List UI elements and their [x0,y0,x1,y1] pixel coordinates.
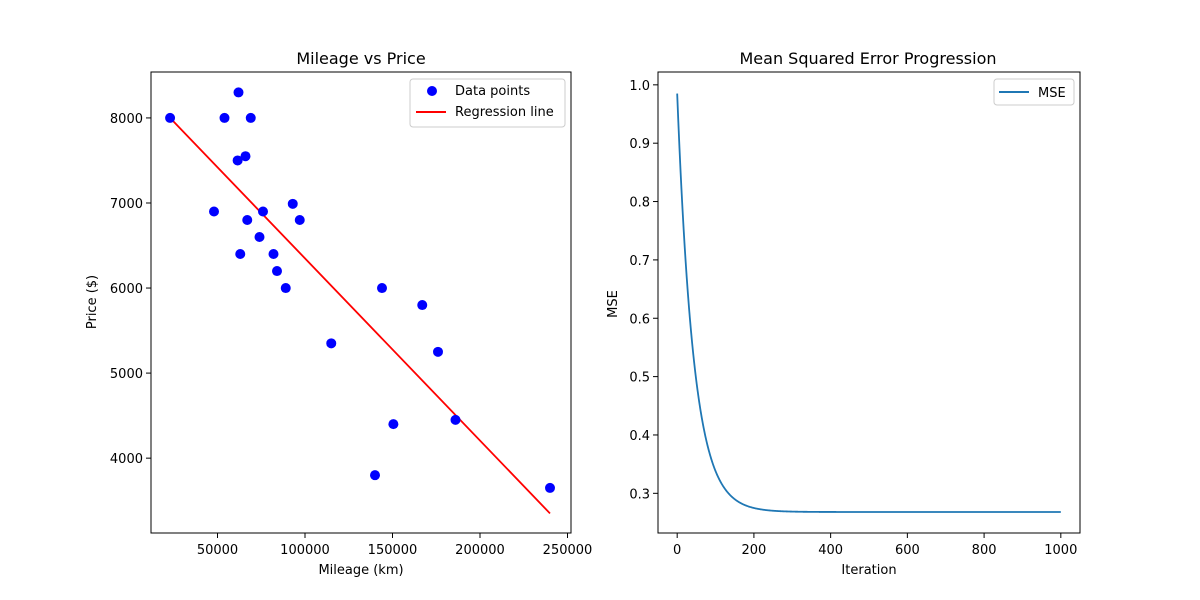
x-axis-label: Iteration [841,563,896,578]
data-point [326,338,337,349]
x-tick-label: 150000 [368,543,418,558]
x-tick-label: 50000 [197,543,238,558]
y-tick-label: 8000 [110,112,143,127]
axes-frame [150,71,572,534]
data-point [450,414,461,425]
x-tick-label: 600 [895,543,920,558]
data-point [433,346,443,357]
legend-label-data-points: Data points [455,84,530,99]
legend-marker-data-points [427,86,437,96]
data-point [240,151,251,162]
data-point [209,206,219,217]
data-point [280,283,291,294]
mse-series-line [676,93,1061,513]
data-point [245,112,256,123]
legend: MSE [993,78,1075,106]
data-point [254,232,265,243]
y-axis-label: MSE [606,290,621,318]
y-tick-label: 0.9 [629,137,650,152]
y-axis-label: Price ($) [85,275,100,329]
data-point [370,470,380,481]
x-tick-label: 200000 [455,543,505,558]
mileage-price-chart: Mileage vs Price 50000 100000 150000 200000… [85,49,592,578]
data-point [545,482,555,493]
data-point [165,112,176,123]
x-axis-label: Mileage (km) [318,563,403,578]
x-tick-label: 100000 [280,543,330,558]
legend-frame [993,78,1075,106]
y-tick-label: 0.5 [629,371,650,386]
data-point [233,87,244,98]
y-tick-label: 0.4 [629,429,650,444]
x-tick-label: 1000 [1044,543,1077,558]
plot-area [165,87,555,515]
data-point [417,300,428,311]
data-point [377,283,387,294]
x-tick-label: 200 [741,543,766,558]
y-tick-label: 0.6 [629,312,650,327]
y-tick-label: 5000 [110,367,143,382]
data-point [232,155,243,166]
axis-ticks: 50000 100000 150000 200000 250000 4000 5000 600… [110,112,592,558]
data-point [272,266,282,277]
x-tick-label: 0 [673,543,681,558]
y-tick-label: 6000 [110,282,143,297]
legend-label-mse: MSE [1038,86,1066,101]
chart-title: Mean Squared Error Progression [740,49,997,68]
regression-line [169,117,551,515]
data-point [294,214,305,225]
y-tick-label: 7000 [110,197,143,212]
y-tick-label: 0.3 [629,487,650,502]
data-point [287,198,298,209]
x-tick-label: 400 [818,543,843,558]
y-tick-label: 0.7 [629,254,650,269]
chart-title: Mileage vs Price [296,49,425,68]
axes-frame [657,71,1081,534]
legend: Data points Regression line [409,78,566,128]
data-point [219,112,230,123]
legend-frame [409,78,566,128]
data-point [235,249,246,260]
y-tick-label: 1.0 [629,79,650,94]
data-point [388,419,399,430]
legend-label-regression-line: Regression line [455,105,554,120]
x-tick-label: 250000 [543,543,593,558]
y-tick-label: 0.8 [629,196,650,211]
plot-area [676,93,1061,513]
data-point [268,249,279,260]
axis-ticks: 0 200 400 600 800 1000 0.3 0.4 0.5 0.6 0.7 0.8 0.9 1.… [629,79,1077,558]
x-tick-label: 800 [972,543,997,558]
y-tick-label: 4000 [110,452,143,467]
data-point [258,206,268,217]
mse-progression-chart: Mean Squared Error Progression 0 200 400 60… [606,49,1081,578]
data-point [242,214,253,225]
